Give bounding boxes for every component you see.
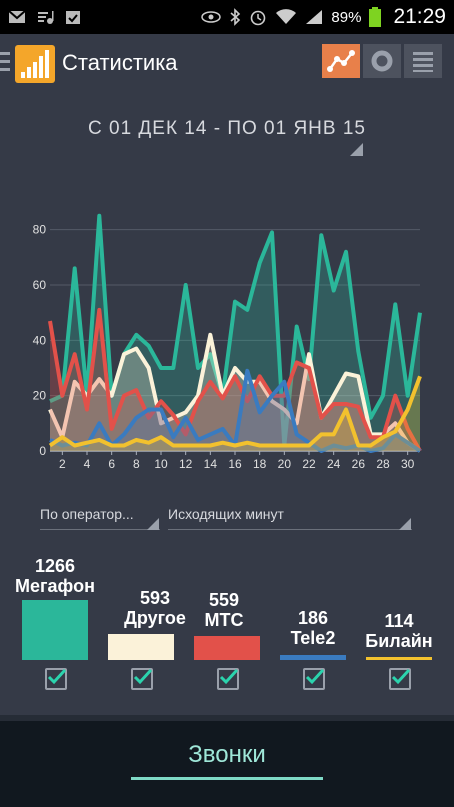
mts-checkbox[interactable]	[217, 668, 239, 690]
beeline-swatch	[366, 657, 432, 660]
megafon-checkbox[interactable]	[45, 668, 67, 690]
legend-value: 593	[139, 588, 171, 608]
music-icon	[38, 11, 54, 24]
x-tick-label: 12	[179, 457, 193, 471]
x-tick-label: 18	[253, 457, 267, 471]
x-tick-label: 10	[154, 457, 168, 471]
series-1-area	[50, 215, 420, 451]
x-tick-label: 24	[327, 457, 341, 471]
eye-icon	[201, 11, 222, 23]
app-logo-icon[interactable]	[15, 45, 55, 83]
status-bar: 89% 21:29	[0, 0, 454, 34]
operator-select-arrow-icon	[147, 518, 159, 530]
x-tick-label: 14	[204, 457, 218, 471]
legend-beeline: 114 Билайн	[355, 611, 443, 652]
tele2-swatch	[280, 655, 346, 660]
battery-percent: 89%	[331, 8, 362, 26]
legend-name: Другое	[124, 608, 186, 628]
line-chart-icon	[327, 50, 355, 72]
x-tick-label: 6	[108, 457, 115, 471]
bottom-tab-bar: Звонки	[0, 715, 454, 807]
legend-tele2: 186 Tele2	[268, 608, 358, 649]
date-range-picker[interactable]: С 01 ДЕК 14 - ПО 01 ЯНВ 15	[0, 118, 454, 140]
legend-value: 559	[208, 590, 240, 610]
x-tick-label: 26	[352, 457, 366, 471]
legend-name: МТС	[204, 610, 244, 630]
x-tick-label: 16	[228, 457, 242, 471]
page-title: Статистика	[62, 50, 178, 75]
list-button[interactable]	[404, 44, 442, 78]
tab-calls[interactable]: Звонки	[188, 741, 266, 768]
date-range-label: С 01 ДЕК 14 - ПО 01 ЯНВ 15	[88, 118, 366, 139]
x-tick-label: 20	[278, 457, 292, 471]
y-tick-label: 0	[39, 444, 46, 458]
tab-indicator	[131, 777, 323, 780]
clipboard-check-icon	[66, 11, 80, 24]
gmail-icon	[8, 10, 26, 23]
y-tick-label: 20	[33, 389, 47, 403]
drawer-indicator-icon[interactable]	[0, 52, 10, 74]
series-3-line	[48, 307, 422, 452]
legend-other: 593 Другое	[96, 588, 214, 629]
series-5-line	[48, 375, 422, 448]
series-2-line	[48, 332, 422, 453]
x-tick-label: 4	[84, 457, 91, 471]
donut-chart-button[interactable]	[363, 44, 401, 78]
metric-select-value: Исходящих минут	[168, 506, 284, 522]
legend-name: Tele2	[290, 628, 336, 648]
operator-select-value: По оператор...	[40, 506, 134, 522]
megafon-swatch	[22, 600, 88, 660]
series-2-area	[50, 334, 420, 451]
bluetooth-icon	[230, 8, 241, 26]
legend-value: 114	[384, 611, 414, 631]
check-icon	[47, 668, 67, 685]
y-tick-label: 40	[33, 333, 47, 347]
metric-select-arrow-icon	[399, 518, 411, 530]
y-tick-label: 60	[33, 278, 47, 292]
other-swatch	[108, 634, 174, 660]
check-icon	[391, 668, 411, 685]
x-tick-label: 8	[133, 457, 140, 471]
check-icon	[133, 668, 153, 685]
legend-mts: 559 МТС	[180, 590, 268, 631]
donut-chart-icon	[371, 50, 393, 72]
series-4-area	[50, 370, 420, 451]
metric-select[interactable]: Исходящих минут	[168, 500, 412, 530]
x-tick-label: 30	[401, 457, 415, 471]
legend-megafon: 1266 Мегафон	[0, 556, 110, 597]
list-icon	[413, 52, 433, 72]
check-icon	[305, 668, 325, 685]
tele2-checkbox[interactable]	[303, 668, 325, 690]
signal-icon	[306, 10, 323, 24]
clock: 21:29	[393, 5, 446, 28]
mts-swatch	[194, 636, 260, 660]
x-tick-label: 22	[302, 457, 316, 471]
check-icon	[219, 668, 239, 685]
alarm-icon	[251, 10, 266, 26]
beeline-checkbox[interactable]	[389, 668, 411, 690]
legend-name: Билайн	[365, 631, 433, 651]
y-tick-label: 80	[33, 223, 47, 237]
battery-icon	[369, 7, 382, 27]
x-tick-label: 2	[59, 457, 66, 471]
legend-name: Мегафон	[15, 576, 95, 596]
action-bar: Статистика	[0, 34, 454, 92]
dropdown-corner-icon	[350, 143, 363, 156]
other-checkbox[interactable]	[131, 668, 153, 690]
line-chart-button[interactable]	[322, 44, 360, 78]
x-tick-label: 28	[376, 457, 390, 471]
legend-value: 1266	[34, 556, 76, 576]
legend-value: 186	[297, 608, 329, 628]
wifi-icon	[276, 9, 297, 24]
operator-select[interactable]: По оператор...	[40, 500, 160, 530]
